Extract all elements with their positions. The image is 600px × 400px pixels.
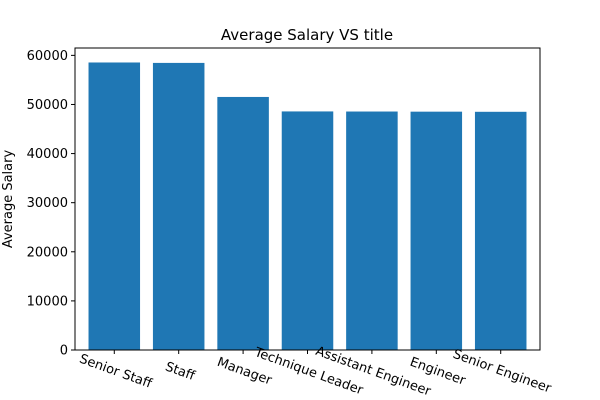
plot-area: 0 10000 20000 30000 40000 50000 60000 Senior St…: [27, 47, 554, 400]
x-tick-label: Senior Staff: [77, 352, 154, 392]
bar: [410, 111, 463, 350]
bar: [88, 62, 141, 351]
y-tick-label: 40000: [27, 147, 68, 162]
x-tick-label: Staff: [163, 359, 198, 384]
y-axis-label: Average Salary: [1, 150, 16, 249]
chart-title: Average Salary VS title: [221, 26, 393, 44]
bar: [281, 111, 334, 350]
y-tick-label: 60000: [27, 49, 68, 64]
bar: [474, 111, 527, 350]
bar: [217, 96, 269, 350]
bar: [152, 62, 205, 351]
bar: [346, 111, 398, 350]
x-tick-label: Senior Engineer: [451, 347, 554, 397]
y-tick-label: 20000: [27, 245, 68, 260]
y-tick-label: 0: [60, 344, 68, 359]
y-tick-label: 50000: [27, 98, 68, 113]
y-tick-label: 10000: [27, 294, 68, 309]
y-tick-label: 30000: [27, 196, 68, 211]
